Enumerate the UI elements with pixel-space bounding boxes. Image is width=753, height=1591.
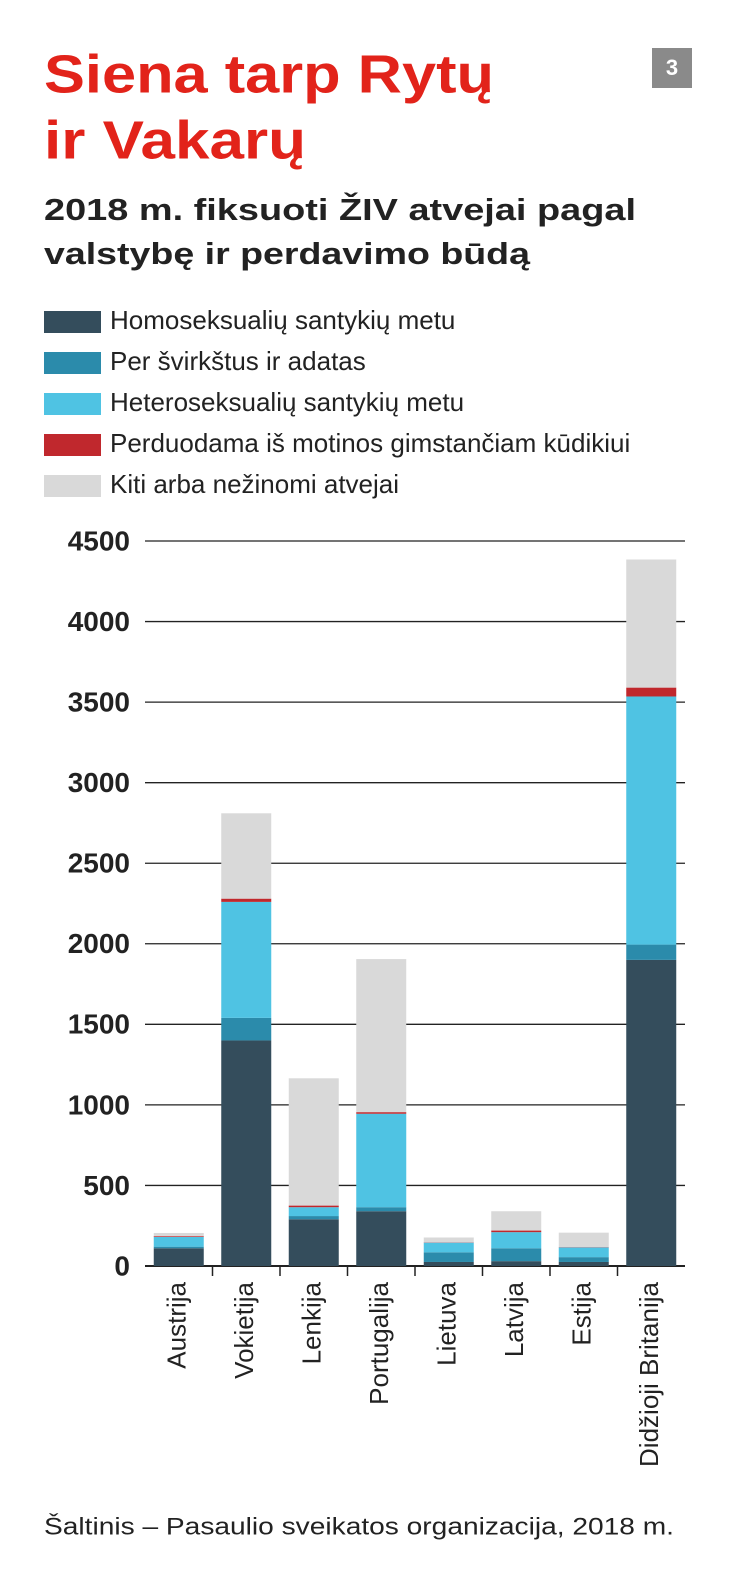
bar-segment: [154, 1247, 204, 1249]
x-tick-label: Lietuva: [432, 1281, 462, 1365]
y-tick-label: 1500: [68, 1009, 130, 1040]
bar-segment: [221, 1040, 271, 1266]
y-tick-label: 1000: [68, 1089, 130, 1120]
bar-segment: [154, 1236, 204, 1237]
x-tick-label: Vokietija: [229, 1281, 259, 1378]
bar-segment: [221, 902, 271, 1018]
legend-swatch: [44, 475, 101, 497]
y-tick-label: 4000: [68, 606, 130, 637]
bar-segment: [356, 959, 406, 1112]
x-tick-label: Estija: [567, 1281, 597, 1345]
legend-swatch: [44, 434, 101, 456]
bar-segment: [289, 1206, 339, 1208]
x-tick-label: Didžioji Britanija: [634, 1281, 664, 1466]
chart-subtitle: 2018 m. fiksuoti ŽIV atvejai pagal: [44, 191, 636, 227]
y-tick-label: 4500: [68, 525, 130, 556]
bar-segment: [154, 1248, 204, 1266]
bar-segment: [154, 1237, 204, 1247]
x-tick-label: Lenkija: [297, 1281, 327, 1364]
legend-label: Homoseksualių santykių metu: [110, 305, 455, 335]
legend-swatch: [44, 352, 101, 374]
bar-segment: [424, 1262, 474, 1266]
source-note: Šaltinis – Pasaulio sveikatos organizaci…: [44, 1512, 674, 1540]
bar-segment: [356, 1211, 406, 1266]
bar-segment: [289, 1207, 339, 1216]
bar-segment: [289, 1078, 339, 1205]
bar-segment: [289, 1216, 339, 1219]
bar-segment: [356, 1207, 406, 1211]
bar-segment: [491, 1261, 541, 1266]
bar-segment: [356, 1112, 406, 1114]
bar-segment: [626, 960, 676, 1266]
bar-segment: [424, 1237, 474, 1242]
badge-number: 3: [666, 55, 678, 80]
bar-segment: [626, 696, 676, 944]
x-tick-label: Latvija: [499, 1281, 529, 1357]
bar-segment: [626, 945, 676, 960]
bar-segment: [221, 813, 271, 898]
chart-title: ir Vakarų: [44, 110, 306, 170]
y-tick-label: 0: [114, 1250, 130, 1281]
bar-segment: [559, 1233, 609, 1248]
bar-segment: [491, 1232, 541, 1248]
y-tick-label: 3500: [68, 687, 130, 718]
bar-segment: [491, 1231, 541, 1233]
bar-segment: [626, 688, 676, 697]
legend-label: Perduodama iš motinos gimstančiam kūdiki…: [110, 428, 630, 458]
y-tick-label: 3000: [68, 767, 130, 798]
chart-subtitle: valstybę ir perdavimo būdą: [44, 236, 531, 271]
legend-label: Per švirkštus ir adatas: [110, 346, 366, 376]
legend-label: Heteroseksualių santykių metu: [110, 387, 464, 417]
y-tick-label: 2500: [68, 848, 130, 879]
y-tick-label: 2000: [68, 928, 130, 959]
bar-segment: [626, 560, 676, 688]
bar-segment: [289, 1219, 339, 1266]
bar-segment: [424, 1252, 474, 1262]
x-tick-label: Portugalija: [364, 1281, 394, 1404]
bar-segment: [559, 1247, 609, 1257]
bar-segment: [491, 1211, 541, 1230]
legend-swatch: [44, 393, 101, 415]
bar-segment: [356, 1114, 406, 1207]
chart-title: Siena tarp Rytų: [44, 44, 494, 104]
legend-swatch: [44, 311, 101, 333]
bar-segment: [221, 899, 271, 902]
bar-segment: [424, 1243, 474, 1253]
bar-segment: [559, 1257, 609, 1262]
y-tick-label: 500: [83, 1170, 130, 1201]
bar-segment: [221, 1018, 271, 1041]
bar-segment: [559, 1262, 609, 1266]
bar-segment: [154, 1233, 204, 1236]
bar-segment: [491, 1248, 541, 1261]
x-tick-label: Austrija: [162, 1281, 192, 1368]
legend-label: Kiti arba nežinomi atvejai: [110, 469, 399, 499]
